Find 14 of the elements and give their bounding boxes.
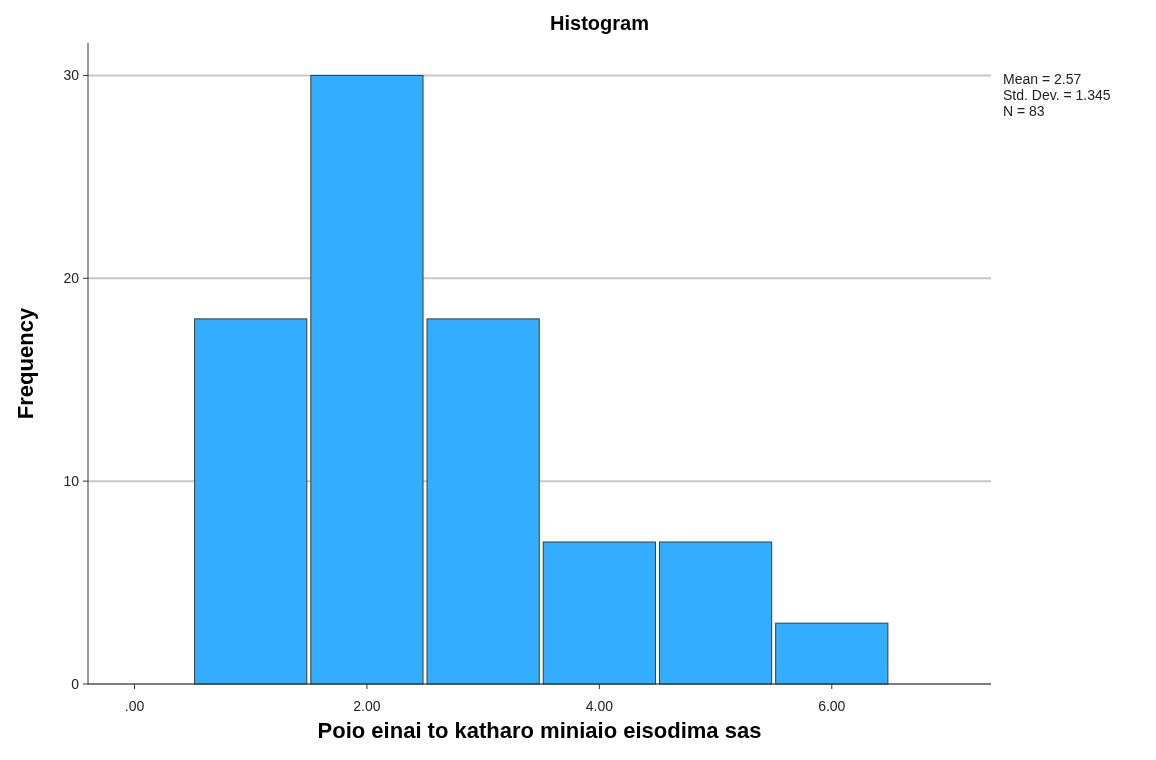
y-tick-label: 0 [71,675,80,692]
y-tick-label: 30 [63,67,80,84]
x-tick-label: 6.00 [818,698,846,714]
x-tick-label: 4.00 [585,698,614,714]
x-axis-title: Poio einai to katharo miniaio eisodima sas [317,718,762,743]
y-tick-label: 20 [63,270,80,287]
x-tick-label: .00 [124,698,145,714]
y-tick-label: 10 [63,473,80,490]
text: Std. Dev. = 1.345 [1003,87,1111,103]
text: N = 83 [1003,103,1045,119]
chart-title: Histogram [550,12,649,34]
y-axis-title: Frequency [13,307,38,420]
text: Mean = 2.57 [1003,71,1082,87]
x-tick-label: 2.00 [353,698,381,714]
